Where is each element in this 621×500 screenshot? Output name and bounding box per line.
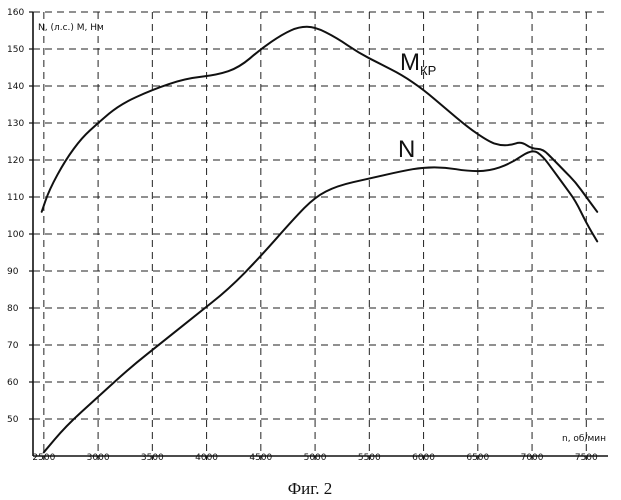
x-tick-label-4500: 4500: [249, 453, 272, 463]
series-label-m: MКР: [400, 49, 436, 78]
y-axis-label: N, (л.с.) M, Нм: [38, 23, 104, 33]
series-label-m-main: M: [400, 49, 420, 76]
x-tick-label-3500: 3500: [141, 453, 164, 463]
grid: [33, 12, 608, 456]
y-tick-label-70: 70: [7, 341, 19, 351]
x-tick-label-6500: 6500: [466, 453, 489, 463]
y-tick-labels: 50 60 70 80 90 100 110 120 130 140 150 160: [7, 8, 33, 425]
y-tick-label-80: 80: [7, 304, 19, 314]
x-axis-label: n, об/мин: [562, 434, 606, 444]
series-line-m: [42, 27, 598, 212]
x-tick-label-2500: 2500: [32, 453, 55, 463]
series-label-n: N: [398, 136, 415, 163]
x-tick-label-6000: 6000: [412, 453, 435, 463]
y-tick-label-110: 110: [7, 193, 24, 203]
x-tick-label-7000: 7000: [521, 453, 544, 463]
y-tick-label-120: 120: [7, 156, 24, 166]
series-label-m-sub: КР: [420, 63, 436, 78]
x-tick-label-7500: 7500: [575, 453, 598, 463]
series-lines: [42, 27, 598, 453]
x-tick-labels: 2500 3000 3500 4000 4500 5000 5500 6000 6500 7000…: [32, 453, 598, 463]
y-tick-label-100: 100: [7, 230, 24, 240]
y-tick-label-50: 50: [7, 415, 19, 425]
y-tick-label-90: 90: [7, 267, 19, 277]
y-tick-label-140: 140: [7, 82, 24, 92]
y-tick-label-160: 160: [7, 8, 24, 18]
figure-caption: Фиг. 2: [288, 479, 333, 498]
y-tick-label-150: 150: [7, 45, 24, 55]
y-tick-label-60: 60: [7, 378, 19, 388]
x-tick-label-5500: 5500: [358, 453, 381, 463]
x-tick-label-3000: 3000: [87, 453, 110, 463]
x-tick-label-4000: 4000: [195, 453, 218, 463]
y-tick-label-130: 130: [7, 119, 24, 129]
x-tick-label-5000: 5000: [304, 453, 327, 463]
